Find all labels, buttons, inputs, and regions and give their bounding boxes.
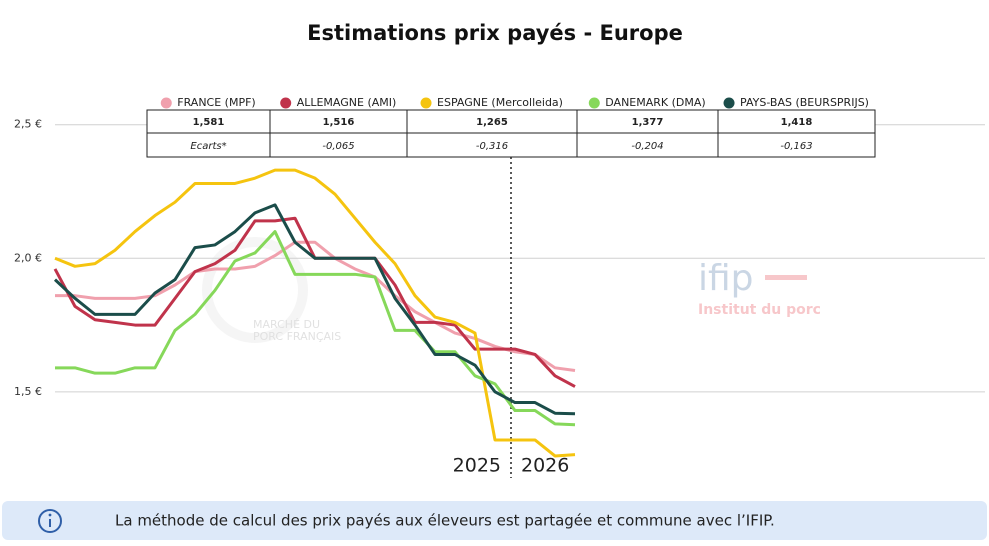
series-line bbox=[55, 240, 576, 372]
info-icon bbox=[38, 509, 62, 533]
legend-label: ESPAGNE (Mercolleida) bbox=[437, 96, 563, 109]
table-ecart: -0,316 bbox=[476, 141, 508, 152]
legend-table: FRANCE (MPF) 1,581 Ecarts* ALLEMAGNE (AMI) 1… bbox=[146, 96, 876, 158]
watermark-dash bbox=[765, 275, 807, 280]
table-ecart: -0,163 bbox=[780, 141, 812, 152]
watermark: ifip Institut du porc MARCHÉ DU PORC FRA… bbox=[202, 237, 821, 343]
table-value: 1,418 bbox=[781, 117, 813, 128]
table-value: 1,377 bbox=[632, 117, 664, 128]
watermark-text: PORC FRANÇAIS bbox=[253, 330, 341, 343]
chart-title: Estimations prix payés - Europe bbox=[307, 21, 683, 45]
info-bar bbox=[2, 501, 987, 540]
annotation: 2026 bbox=[521, 455, 569, 477]
legend-marker bbox=[160, 97, 172, 109]
watermark-text: Institut du porc bbox=[698, 302, 821, 318]
info-icon bbox=[49, 519, 51, 527]
legend-marker bbox=[723, 97, 735, 109]
info-icon bbox=[48, 513, 52, 517]
table-value: 1,516 bbox=[323, 117, 355, 128]
y-tick-label: 2,0 € bbox=[14, 251, 42, 264]
annotation: 2025 bbox=[453, 455, 501, 477]
legend-marker bbox=[420, 97, 432, 109]
legend-marker bbox=[588, 97, 600, 109]
table-value: 1,265 bbox=[476, 117, 508, 128]
table-row-label: Ecarts* bbox=[190, 141, 226, 152]
watermark-text: MARCHÉ DU bbox=[253, 318, 320, 331]
series-line bbox=[54, 168, 576, 458]
table-ecart: -0,065 bbox=[322, 141, 354, 152]
y-tick-label: 2,5 € bbox=[14, 118, 42, 131]
info-text: La méthode de calcul des prix payés aux … bbox=[115, 512, 775, 530]
legend-marker bbox=[280, 97, 292, 109]
legend-label: FRANCE (MPF) bbox=[177, 96, 255, 109]
watermark-logo bbox=[202, 237, 308, 343]
legend-item: ALLEMAGNE (AMI) bbox=[280, 96, 396, 109]
legend-item: PAYS-BAS (BEURSPRIJS) bbox=[723, 96, 869, 109]
series-line bbox=[53, 203, 576, 416]
legend-item: ESPAGNE (Mercolleida) bbox=[420, 96, 563, 109]
watermark-text: ifip bbox=[698, 258, 754, 299]
legend-label: ALLEMAGNE (AMI) bbox=[297, 96, 397, 109]
legend-label: PAYS-BAS (BEURSPRIJS) bbox=[740, 96, 869, 109]
plot: 1,5 € 2,0 € 2,5 € 2025 2026 bbox=[14, 118, 985, 478]
legend-label: DANEMARK (DMA) bbox=[605, 96, 705, 109]
legend-item: DANEMARK (DMA) bbox=[588, 96, 706, 109]
y-tick-label: 1,5 € bbox=[14, 385, 42, 398]
table-value: 1,581 bbox=[193, 117, 225, 128]
legend-item: FRANCE (MPF) bbox=[160, 96, 256, 109]
table-ecart: -0,204 bbox=[631, 141, 663, 152]
